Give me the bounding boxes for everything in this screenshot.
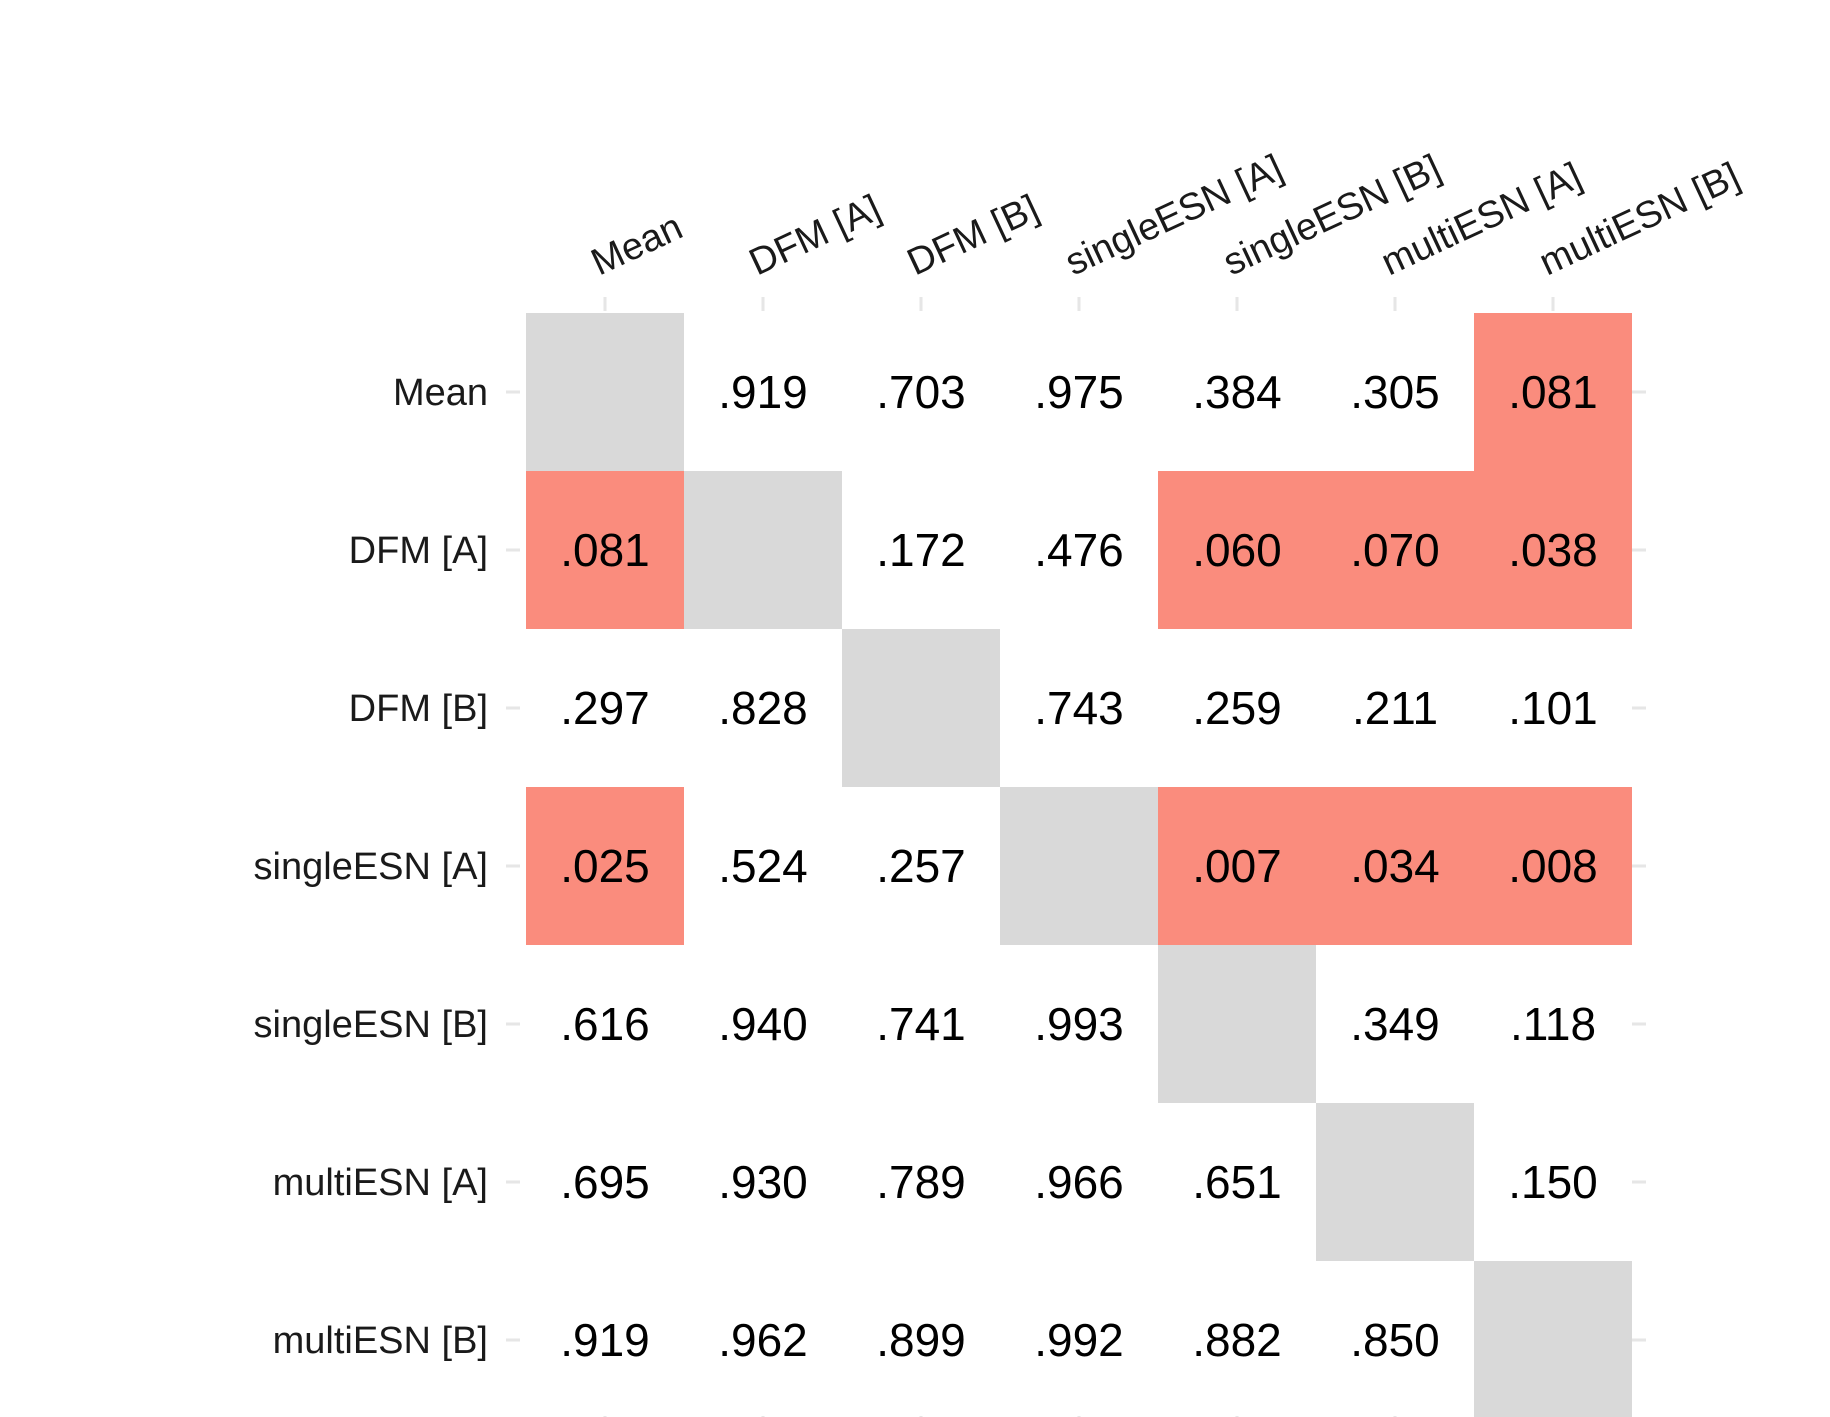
axis-ticks <box>506 297 1646 1417</box>
cell-value-label: .211 <box>1352 682 1438 734</box>
row-labels: Mean DFM [A] DFM [B] singleESN [A] singleESN… <box>254 372 488 1362</box>
cell-value-label: .081 <box>560 524 650 576</box>
cell-value-label: .476 <box>1034 524 1124 576</box>
highlighted-cell <box>1316 787 1474 945</box>
cell-value-label: .257 <box>876 840 966 892</box>
cell-value-label: .034 <box>1350 840 1440 892</box>
row-label: singleESN [A] <box>254 846 488 888</box>
row-label: multiESN [B] <box>273 1320 488 1362</box>
cell-value-label: .651 <box>1192 1156 1282 1208</box>
diagonal-cell <box>842 629 1000 787</box>
cell-value-label: .616 <box>560 998 650 1050</box>
diagonal-cell <box>1000 787 1158 945</box>
column-label: DFM [A] <box>743 187 887 284</box>
cell-value-label: .524 <box>718 840 808 892</box>
cell-value-label: .741 <box>876 998 966 1050</box>
diagonal-cell <box>1474 1261 1632 1417</box>
cell-value-label: .384 <box>1192 366 1282 418</box>
cell-value-label: .150 <box>1508 1156 1598 1208</box>
cell-value-label: .305 <box>1350 366 1440 418</box>
cell-value-label: .940 <box>718 998 808 1050</box>
cell-value-label: .919 <box>560 1314 650 1366</box>
cell-value-label: .992 <box>1034 1314 1124 1366</box>
cell-value-label: .695 <box>560 1156 650 1208</box>
cell-value-label: .101 <box>1508 682 1598 734</box>
column-labels: Mean DFM [A] DFM [B] singleESN [A]singleESN… <box>585 147 1746 284</box>
cell-value-label: .007 <box>1192 840 1282 892</box>
cell-value-label: .081 <box>1508 366 1598 418</box>
highlighted-cell <box>1158 787 1316 945</box>
highlighted-cell <box>526 787 684 945</box>
diagonal-cell <box>526 313 684 471</box>
cell-value-label: .118 <box>1510 998 1596 1050</box>
cell-value-label: .828 <box>718 682 808 734</box>
cell-value-label: .008 <box>1508 840 1598 892</box>
row-label: singleESN [B] <box>254 1004 488 1046</box>
row-label: multiESN [A] <box>273 1162 488 1204</box>
cell-value-label: .172 <box>876 524 966 576</box>
highlighted-cell <box>1474 313 1632 471</box>
cell-value-label: .743 <box>1034 682 1124 734</box>
cell-value-label: .899 <box>876 1314 966 1366</box>
cell-value-label: .993 <box>1034 998 1124 1050</box>
cell-value-label: .962 <box>718 1314 808 1366</box>
diagonal-cell <box>684 471 842 629</box>
cell-values: .919 .703 .975 .384 .305 .081 .081 .172 .476 .060… <box>560 366 1598 1366</box>
highlighted-cell <box>1316 471 1474 629</box>
cell-value-label: .259 <box>1192 682 1282 734</box>
cell-value-label: .297 <box>560 682 650 734</box>
highlighted-cell <box>526 471 684 629</box>
cell-value-label: .025 <box>560 840 650 892</box>
diagonal-cell <box>1316 1103 1474 1261</box>
cell-value-label: .703 <box>876 366 966 418</box>
row-label: DFM [A] <box>349 530 488 572</box>
diagonal-cell <box>1158 945 1316 1103</box>
heatmap-cells <box>526 313 1632 1417</box>
column-label: Mean <box>585 206 689 284</box>
highlighted-cell <box>1474 787 1632 945</box>
cell-value-label: .882 <box>1192 1314 1282 1366</box>
row-label: DFM [B] <box>349 688 488 730</box>
cell-value-label: .975 <box>1034 366 1124 418</box>
cell-value-label: .070 <box>1350 524 1440 576</box>
row-label: Mean <box>393 372 488 414</box>
cell-value-label: .850 <box>1350 1314 1440 1366</box>
highlighted-cell <box>1474 471 1632 629</box>
column-label: DFM [B] <box>901 187 1045 284</box>
cell-value-label: .966 <box>1034 1156 1124 1208</box>
cell-value-label: .038 <box>1508 524 1598 576</box>
cell-value-label: .930 <box>718 1156 808 1208</box>
highlighted-cell <box>1158 471 1316 629</box>
cell-value-label: .060 <box>1192 524 1282 576</box>
cell-value-label: .919 <box>718 366 808 418</box>
cell-value-label: .349 <box>1350 998 1440 1050</box>
cell-value-label: .789 <box>876 1156 966 1208</box>
